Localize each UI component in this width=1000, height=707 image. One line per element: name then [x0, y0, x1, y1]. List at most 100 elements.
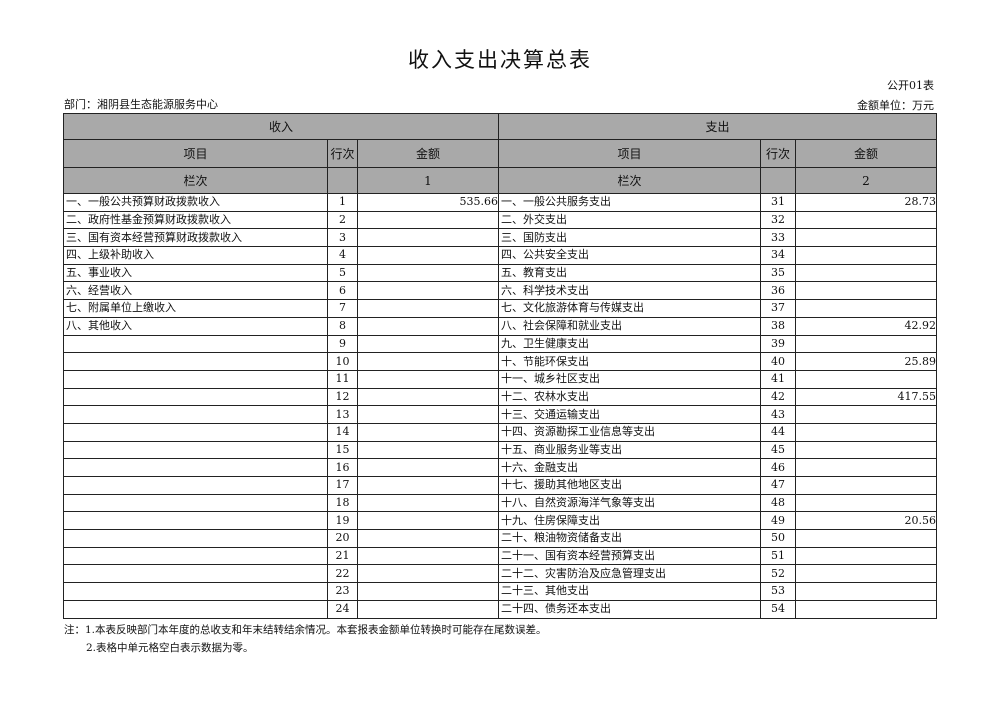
- expense-amount: 25.89: [795, 352, 937, 371]
- income-row-no: 16: [327, 458, 358, 477]
- income-amount: [357, 599, 499, 619]
- expense-row-no: 51: [760, 546, 796, 566]
- income-amount: [357, 511, 499, 531]
- income-row-no: 22: [327, 564, 358, 584]
- table-row: 14 十四、资源勘探工业信息等支出 44: [63, 422, 937, 442]
- income-item: 六、经营收入: [63, 281, 328, 301]
- page-title: 收入支出决算总表: [408, 48, 592, 72]
- expense-item: 十三、交通运输支出: [498, 405, 761, 424]
- income-amount: [357, 369, 499, 389]
- expense-header: 支出: [498, 113, 937, 140]
- income-item: [63, 369, 328, 389]
- expense-item: 九、卫生健康支出: [498, 334, 761, 354]
- income-amount: [357, 422, 499, 442]
- expense-item: 二十、粮油物资储备支出: [498, 529, 761, 548]
- income-row-no: 7: [327, 299, 358, 318]
- income-rowno-header: 行次: [327, 139, 358, 168]
- income-item: [63, 493, 328, 513]
- expense-row-no: 31: [760, 193, 796, 212]
- income-amount: [357, 316, 499, 336]
- income-row-no: 10: [327, 352, 358, 371]
- expense-amount-header: 金额: [795, 139, 937, 168]
- expense-row-no: 52: [760, 564, 796, 584]
- expense-row-no: 39: [760, 334, 796, 354]
- expense-row-no: 47: [760, 476, 796, 495]
- income-row-no: 8: [327, 316, 358, 336]
- table-row: 9 九、卫生健康支出 39: [63, 334, 937, 354]
- income-amount: [357, 352, 499, 371]
- table-row: 16 十六、金融支出 46: [63, 458, 937, 477]
- income-row-no: 3: [327, 228, 358, 248]
- income-row-no: 18: [327, 493, 358, 513]
- table-row: 13 十三、交通运输支出 43: [63, 405, 937, 424]
- table-row: 二、政府性基金预算财政拨款收入 2 二、外交支出 32: [63, 210, 937, 230]
- income-item: [63, 599, 328, 619]
- income-amount: [357, 493, 499, 513]
- expense-row-no: 48: [760, 493, 796, 513]
- expense-item: 二十一、国有资本经营预算支出: [498, 546, 761, 566]
- expense-item: 二十三、其他支出: [498, 582, 761, 601]
- expense-row-no: 46: [760, 458, 796, 477]
- expense-item: 五、教育支出: [498, 263, 761, 283]
- expense-row-no: 42: [760, 387, 796, 407]
- income-row-no: 11: [327, 369, 358, 389]
- table-row: 七、附属单位上缴收入 7 七、文化旅游体育与传媒支出 37: [63, 299, 937, 318]
- expense-item: 三、国防支出: [498, 228, 761, 248]
- expense-row-no: 43: [760, 405, 796, 424]
- income-row-no: 6: [327, 281, 358, 301]
- expense-item: 八、社会保障和就业支出: [498, 316, 761, 336]
- expense-item: 十四、资源勘探工业信息等支出: [498, 422, 761, 442]
- income-amount: [357, 299, 499, 318]
- table-row: 21 二十一、国有资本经营预算支出 51: [63, 546, 937, 566]
- expense-amount: [795, 405, 937, 424]
- table-row: 22 二十二、灾害防治及应急管理支出 52: [63, 564, 937, 584]
- expense-column-label: 栏次: [498, 167, 761, 194]
- income-item: [63, 422, 328, 442]
- income-amount: [357, 582, 499, 601]
- income-item: [63, 564, 328, 584]
- income-item: [63, 352, 328, 371]
- department: 部门：湘阴县生态能源服务中心: [64, 98, 218, 111]
- income-column-blank: [327, 167, 358, 194]
- expense-column-blank: [760, 167, 796, 194]
- expense-amount: [795, 369, 937, 389]
- expense-row-no: 32: [760, 210, 796, 230]
- income-row-no: 21: [327, 546, 358, 566]
- expense-amount: 20.56: [795, 511, 937, 531]
- income-row-no: 2: [327, 210, 358, 230]
- expense-item: 十九、住房保障支出: [498, 511, 761, 531]
- table-row: 15 十五、商业服务业等支出 45: [63, 440, 937, 460]
- table-row: 18 十八、自然资源海洋气象等支出 48: [63, 493, 937, 513]
- income-amount: [357, 529, 499, 548]
- expense-row-no: 54: [760, 599, 796, 619]
- expense-amount: [795, 281, 937, 301]
- income-amount: [357, 405, 499, 424]
- expense-item: 七、文化旅游体育与传媒支出: [498, 299, 761, 318]
- expense-row-no: 36: [760, 281, 796, 301]
- income-amount: [357, 458, 499, 477]
- income-row-no: 17: [327, 476, 358, 495]
- income-amount-header: 金额: [357, 139, 499, 168]
- expense-column-number: 2: [795, 167, 937, 194]
- income-item: 五、事业收入: [63, 263, 328, 283]
- table-row: 12 十二、农林水支出 42 417.55: [63, 387, 937, 407]
- expense-item: 十五、商业服务业等支出: [498, 440, 761, 460]
- income-item: 七、附属单位上缴收入: [63, 299, 328, 318]
- income-item: 八、其他收入: [63, 316, 328, 336]
- table-row: 四、上级补助收入 4 四、公共安全支出 34: [63, 246, 937, 265]
- table-row: 20 二十、粮油物资储备支出 50: [63, 529, 937, 548]
- expense-amount: [795, 529, 937, 548]
- expense-item: 十六、金融支出: [498, 458, 761, 477]
- income-item: [63, 440, 328, 460]
- expense-amount: [795, 476, 937, 495]
- table-row: 17 十七、援助其他地区支出 47: [63, 476, 937, 495]
- header-row-column-numbers: 栏次 1 栏次 2: [63, 167, 937, 194]
- expense-amount: [795, 228, 937, 248]
- expense-item: 四、公共安全支出: [498, 246, 761, 265]
- expense-row-no: 35: [760, 263, 796, 283]
- income-row-no: 13: [327, 405, 358, 424]
- income-item: [63, 529, 328, 548]
- table-row: 一、一般公共预算财政拨款收入 1 535.66 一、一般公共服务支出 31 28.73: [63, 193, 937, 212]
- income-row-no: 9: [327, 334, 358, 354]
- income-header: 收入: [63, 113, 499, 140]
